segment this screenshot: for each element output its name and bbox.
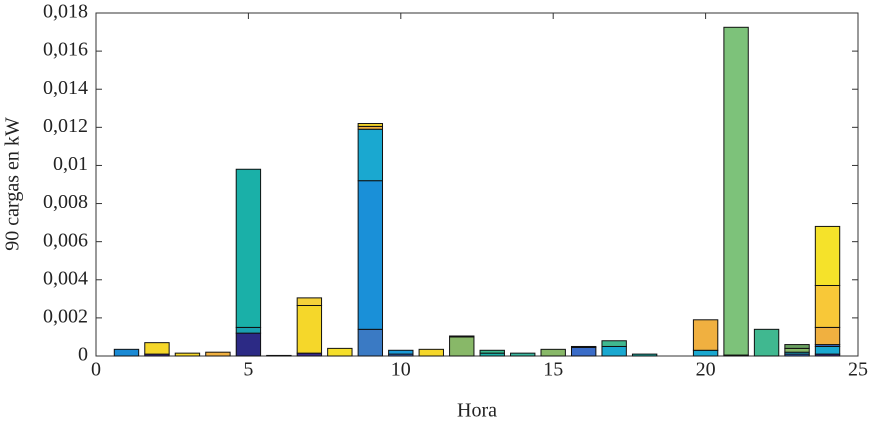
y-tick-label: 0,002 bbox=[43, 305, 88, 327]
y-axis-label: 90 cargas en kW bbox=[2, 117, 24, 251]
y-tick-label: 0,018 bbox=[43, 1, 88, 23]
y-tick-label: 0,012 bbox=[43, 115, 88, 137]
x-tick-label: 5 bbox=[243, 359, 253, 381]
y-tick-label: 0,006 bbox=[43, 229, 88, 251]
bar-segment bbox=[570, 345, 597, 348]
bar-segment bbox=[601, 340, 627, 347]
x-axis-label: Hora bbox=[457, 400, 497, 422]
bar-segment bbox=[205, 351, 231, 357]
y-tick-label: 0,016 bbox=[43, 39, 88, 61]
bar-segment bbox=[266, 354, 292, 357]
bar-segment bbox=[692, 349, 719, 357]
bar-segment bbox=[784, 347, 810, 353]
x-tick-label: 0 bbox=[91, 359, 101, 381]
bar-segment bbox=[235, 168, 262, 328]
bar-segment bbox=[449, 335, 475, 338]
bar-segment bbox=[692, 319, 719, 351]
bar-segment bbox=[814, 345, 841, 355]
y-tick-label: 0,01 bbox=[53, 153, 88, 175]
bar-segment bbox=[601, 345, 627, 357]
plot-frame bbox=[95, 12, 859, 357]
bar-segment bbox=[814, 225, 841, 286]
bar-segment bbox=[296, 297, 323, 307]
bar-segment bbox=[388, 349, 414, 355]
bar-segment bbox=[723, 26, 749, 356]
bar-segment bbox=[357, 328, 384, 357]
x-tick-label: 25 bbox=[848, 359, 868, 381]
y-tick-label: 0,014 bbox=[43, 77, 88, 99]
bar-segment bbox=[235, 332, 262, 357]
bar-segment bbox=[113, 348, 140, 357]
bar-segment bbox=[357, 128, 384, 182]
bar-segment bbox=[418, 348, 444, 357]
bar-segment bbox=[479, 349, 505, 354]
bar-segment bbox=[174, 352, 201, 357]
bar-segment bbox=[449, 336, 475, 357]
bar-segment bbox=[631, 353, 658, 357]
bar-segment bbox=[570, 346, 597, 357]
bar-segment bbox=[784, 344, 810, 349]
bar-segment bbox=[327, 347, 353, 357]
x-tick-label: 10 bbox=[391, 359, 411, 381]
y-tick-label: 0,004 bbox=[43, 267, 88, 289]
x-tick-label: 15 bbox=[543, 359, 563, 381]
x-tick-label: 20 bbox=[696, 359, 716, 381]
bar-segment bbox=[814, 326, 841, 346]
bar-segment bbox=[144, 342, 170, 355]
bar-segment bbox=[510, 352, 536, 357]
bar-segment bbox=[753, 328, 780, 357]
bar-segment bbox=[235, 326, 262, 334]
y-tick-label: 0 bbox=[78, 344, 88, 366]
y-tick-label: 0,008 bbox=[43, 191, 88, 213]
bar-segment bbox=[357, 180, 384, 330]
bar-segment bbox=[357, 123, 384, 127]
bar-segment bbox=[296, 305, 323, 354]
bar-segment bbox=[814, 284, 841, 328]
bar-segment bbox=[540, 348, 566, 357]
